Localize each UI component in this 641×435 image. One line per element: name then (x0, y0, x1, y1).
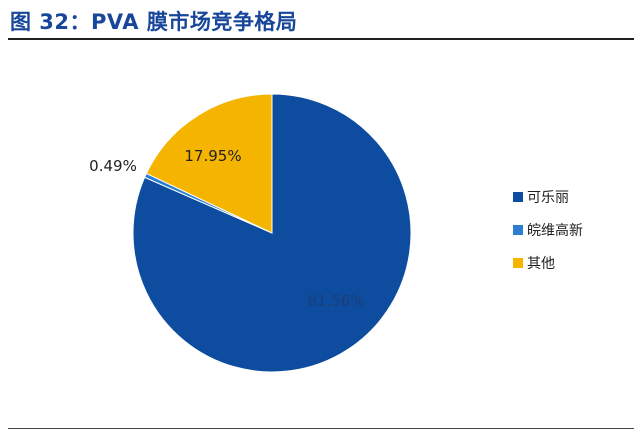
legend: 可乐丽 皖维高新 其他 (513, 188, 583, 287)
legend-swatch-wanwei (513, 225, 523, 235)
pie-slice-kuraray (132, 93, 412, 373)
data-label-others: 17.95% (184, 147, 241, 165)
legend-label-kuraray: 可乐丽 (527, 190, 569, 206)
bottom-divider (8, 428, 634, 429)
data-label-kuraray: 81.56% (307, 292, 364, 310)
legend-label-others: 其他 (527, 256, 555, 272)
chart-title: 图 32：PVA 膜市场竞争格局 (10, 10, 298, 34)
legend-swatch-kuraray (513, 192, 523, 202)
legend-item-wanwei: 皖维高新 (513, 221, 583, 239)
legend-swatch-others (513, 258, 523, 268)
legend-label-wanwei: 皖维高新 (527, 223, 583, 239)
legend-item-kuraray: 可乐丽 (513, 188, 583, 206)
data-label-wanwei: 0.49% (89, 157, 137, 175)
legend-item-others: 其他 (513, 254, 583, 272)
pie-slice-others (145, 93, 273, 234)
title-divider (8, 38, 634, 40)
